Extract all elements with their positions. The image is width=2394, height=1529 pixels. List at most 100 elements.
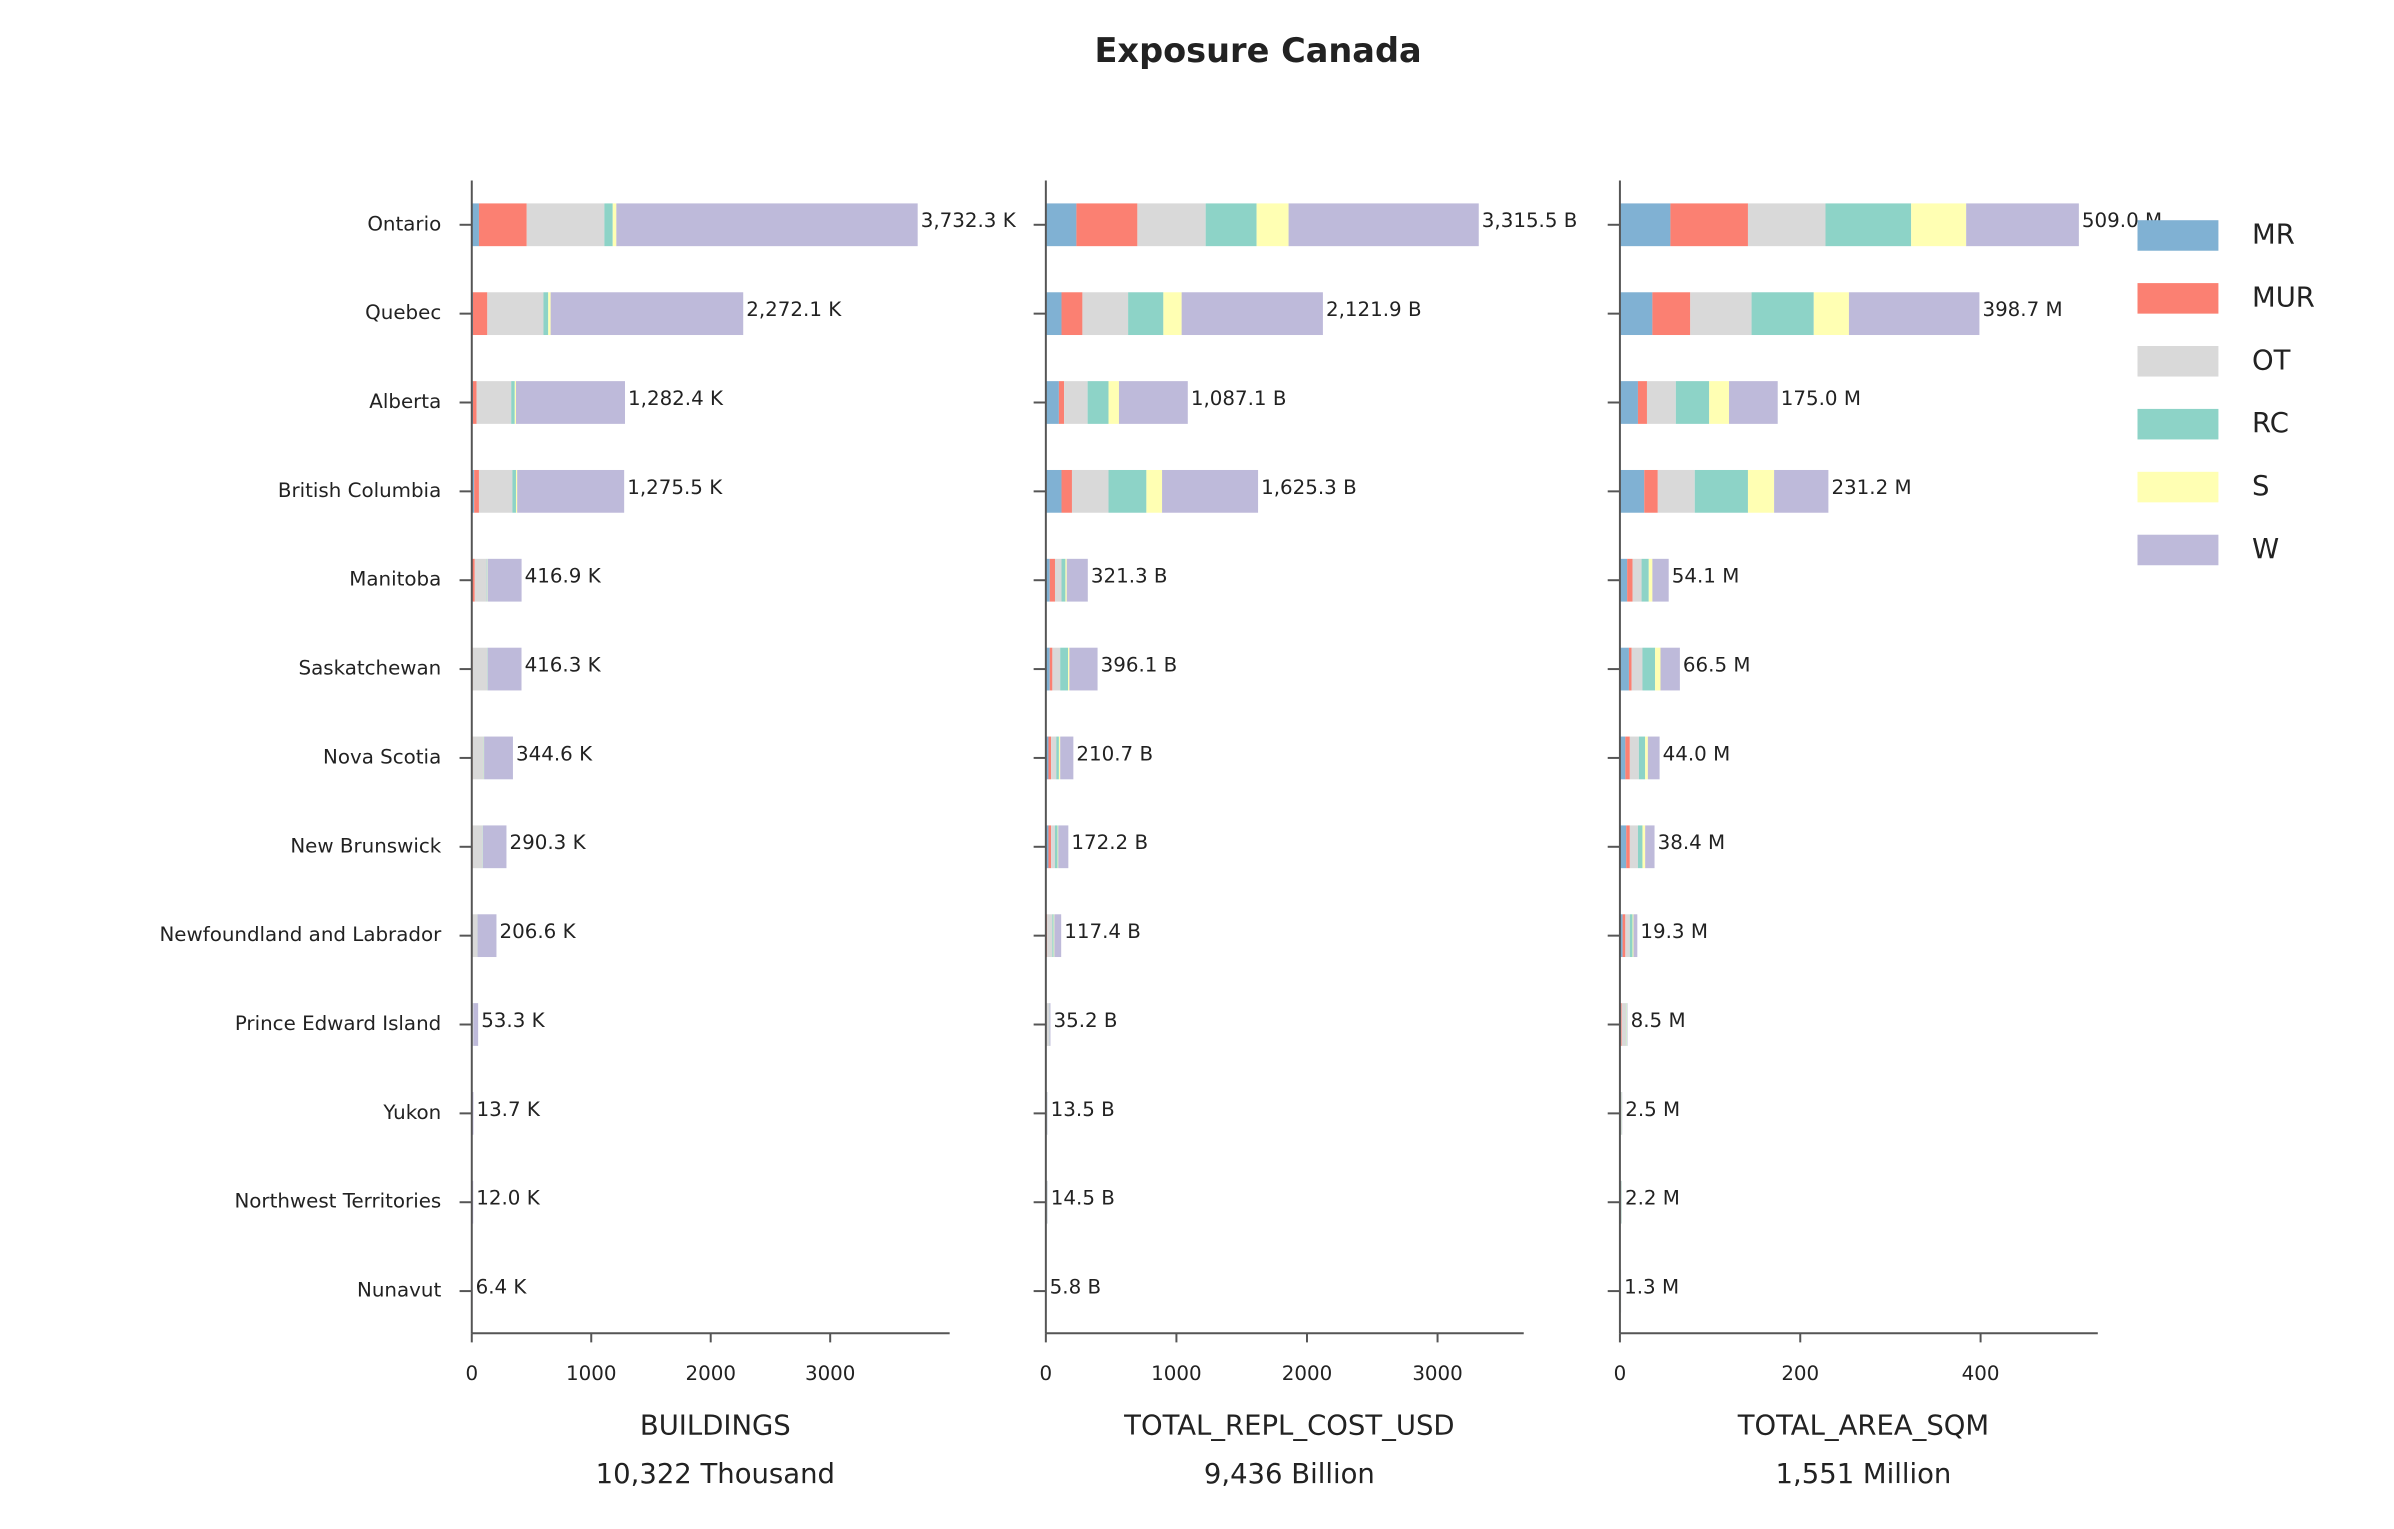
bar-segment <box>1632 914 1634 958</box>
total-label: 53.3 K <box>481 1009 545 1032</box>
x-tick-label: 2000 <box>685 1362 735 1385</box>
total-label: 66.5 M <box>1683 654 1751 677</box>
total-label: 3,315.5 B <box>1482 209 1578 232</box>
legend-swatch <box>2137 220 2219 251</box>
bar-segment <box>1108 381 1119 424</box>
bar-segment <box>1118 381 1188 424</box>
bar-segment <box>1060 647 1069 691</box>
bar-segment <box>1162 469 1259 513</box>
bar-segment <box>1108 469 1147 513</box>
bar-segment <box>1048 736 1052 780</box>
bar-segment <box>1652 558 1669 602</box>
bar-segment <box>1128 292 1164 336</box>
y-tick-label: New Brunswick <box>290 834 441 857</box>
bar-segment <box>1205 203 1257 247</box>
bar-segment <box>1632 558 1642 602</box>
bar-segment <box>472 381 477 424</box>
bar-segment <box>1049 647 1053 691</box>
bar-segment <box>487 292 544 336</box>
bar-segment <box>1061 469 1072 513</box>
y-tick-label: Quebec <box>365 301 441 324</box>
bar-segment <box>1657 469 1695 513</box>
bar-segment <box>1137 203 1206 247</box>
bar-segment <box>1633 914 1638 958</box>
total-label: 8.5 M <box>1631 1009 1686 1032</box>
bar-segment <box>526 203 605 247</box>
bar-segment <box>1694 469 1748 513</box>
bar-segment <box>1648 558 1653 602</box>
bar-segment <box>1619 469 1645 513</box>
bar-segment <box>1082 292 1129 336</box>
bar-segment <box>1054 914 1062 958</box>
bar-segment <box>1048 825 1052 869</box>
bar-segment <box>1637 381 1647 424</box>
bar-segment <box>511 381 515 424</box>
total-label: 398.7 M <box>1982 298 2062 321</box>
x-tick-label: 1000 <box>1151 1362 1201 1385</box>
bar-segment <box>515 469 518 513</box>
bar-segment <box>484 736 513 780</box>
bar-segment <box>1045 292 1062 336</box>
bar-segment <box>604 203 613 247</box>
total-label: 38.4 M <box>1658 831 1726 854</box>
bar-segment <box>1637 825 1643 869</box>
bar-segment <box>612 203 617 247</box>
total-label: 1,275.5 K <box>627 476 723 499</box>
bar-segment <box>1619 736 1626 780</box>
total-label: 3,732.3 K <box>921 209 1017 232</box>
bar-segment <box>1069 647 1098 691</box>
bar-segment <box>1642 647 1656 691</box>
bar-segment <box>1620 1003 1622 1046</box>
bar-segment <box>1052 647 1061 691</box>
bar-segment <box>486 558 488 602</box>
bar-segment <box>1631 647 1643 691</box>
bar-segment <box>616 203 918 247</box>
total-label: 416.9 K <box>525 565 602 588</box>
x-axis-total: 9,436 Billion <box>1204 1458 1375 1490</box>
total-label: 290.3 K <box>510 831 587 854</box>
legend-swatch <box>2137 283 2219 314</box>
bar-segment <box>1655 647 1661 691</box>
bar-segment <box>474 558 487 602</box>
bar-segment <box>1071 469 1109 513</box>
bar-segment <box>1625 914 1630 958</box>
legend-swatch <box>2137 471 2219 503</box>
y-tick-label: Manitoba <box>349 568 441 591</box>
bar-segment <box>512 469 516 513</box>
bar-segment <box>1629 736 1639 780</box>
bar-segment <box>1068 647 1070 691</box>
bar-segment <box>1087 381 1109 424</box>
y-tick-label: Nunavut <box>357 1279 441 1302</box>
x-tick-label: 0 <box>465 1362 478 1385</box>
bar-segment <box>1058 825 1069 869</box>
bar-segment <box>1060 736 1074 780</box>
bar-segment <box>1047 914 1053 958</box>
total-label: 321.3 B <box>1091 565 1168 588</box>
bar-segment <box>1256 203 1289 247</box>
legend-label: MUR <box>2252 281 2315 313</box>
bar-segment <box>478 469 513 513</box>
bar-segment <box>1049 1003 1051 1046</box>
bar-segment <box>472 914 478 958</box>
legend-label: MR <box>2252 218 2295 250</box>
total-label: 1,087.1 B <box>1191 387 1287 410</box>
y-tick-label: British Columbia <box>278 479 441 502</box>
bar-segment <box>1064 381 1088 424</box>
y-tick-label: Northwest Territories <box>234 1190 441 1213</box>
bar-segment <box>1045 825 1049 869</box>
bar-segment <box>1774 469 1829 513</box>
legend-swatch <box>2137 534 2219 566</box>
legend-swatch <box>2137 408 2219 440</box>
bar-segment <box>1966 203 2079 247</box>
total-label: 416.3 K <box>525 654 602 677</box>
bar-segment <box>1675 381 1710 424</box>
bar-segment <box>1670 203 1748 247</box>
total-label: 14.5 B <box>1051 1187 1115 1210</box>
bar-segment <box>1076 203 1138 247</box>
bar-segment <box>1641 558 1649 602</box>
bar-segment <box>1629 825 1638 869</box>
bar-segment <box>1629 914 1633 958</box>
bar-segment <box>1056 736 1059 780</box>
